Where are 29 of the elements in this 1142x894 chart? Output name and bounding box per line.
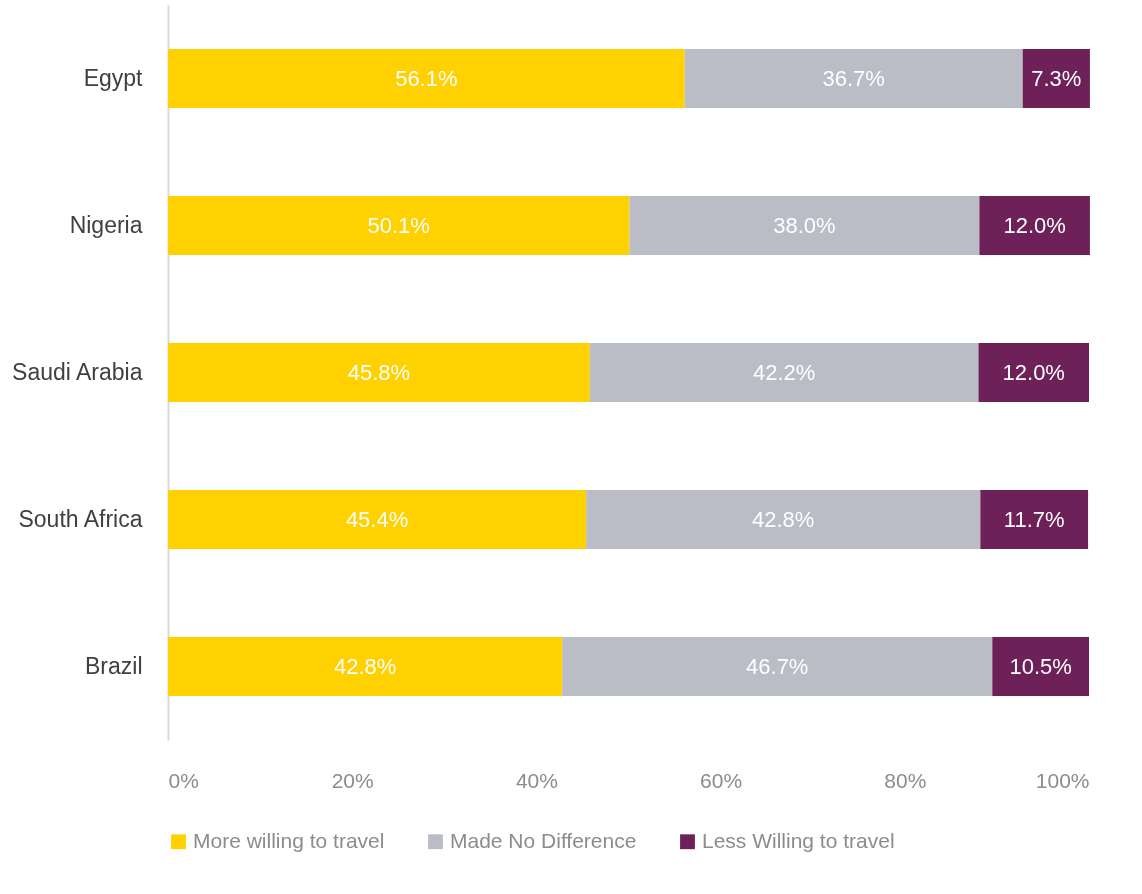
x-tick-label: 60% xyxy=(700,768,743,792)
y-tick-label: Saudi Arabia xyxy=(12,358,143,385)
data-label: 10.5% xyxy=(1009,653,1072,679)
y-tick-label: South Africa xyxy=(18,505,143,532)
data-label: 42.8% xyxy=(333,653,397,679)
legend-label: Made No Difference xyxy=(450,828,637,852)
data-label: 36.7% xyxy=(822,65,885,91)
data-label: 38.0% xyxy=(773,212,836,238)
data-label: 12.0% xyxy=(1002,359,1065,385)
data-label: 42.2% xyxy=(752,359,816,385)
x-tick-label: 40% xyxy=(515,768,558,792)
data-label: 56.1% xyxy=(395,65,458,91)
data-label: 46.7% xyxy=(746,653,809,679)
y-tick-label: Nigeria xyxy=(69,211,143,238)
x-tick-label: 0% xyxy=(168,768,199,792)
y-tick-label: Brazil xyxy=(84,652,143,679)
data-label: 11.7% xyxy=(1003,506,1065,532)
x-tick-label: 20% xyxy=(331,768,374,792)
data-label: 50.1% xyxy=(367,212,430,238)
data-label: 12.0% xyxy=(1003,212,1066,238)
legend-label: Less Willing to travel xyxy=(702,828,895,852)
y-tick-label: Egypt xyxy=(83,64,144,91)
x-tick-label: 80% xyxy=(884,768,927,792)
data-label: 45.8% xyxy=(347,359,411,385)
data-label: 45.4% xyxy=(345,506,409,532)
data-label: 7.3% xyxy=(1031,65,1082,91)
data-label: 42.8% xyxy=(752,506,815,532)
x-tick-label: 100% xyxy=(1035,768,1090,792)
legend-label: More willing to travel xyxy=(193,828,385,852)
